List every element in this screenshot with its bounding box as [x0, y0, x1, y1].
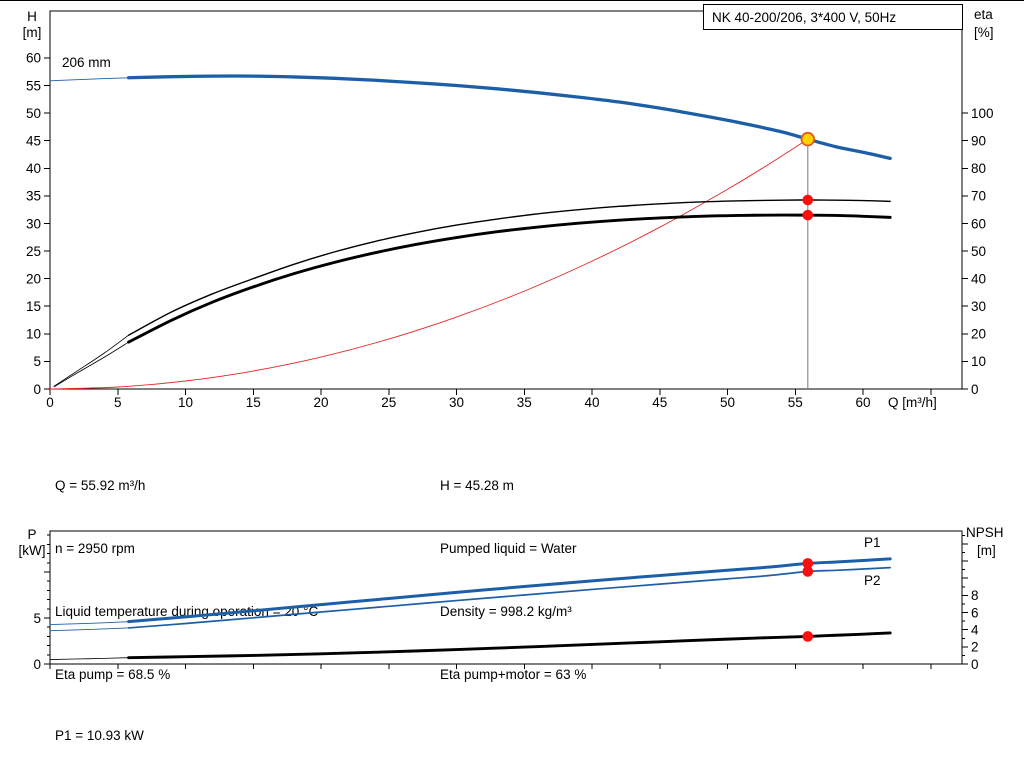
chart-title-box: NK 40-200/206, 3*400 V, 50Hz — [703, 4, 963, 30]
duty-point — [800, 131, 815, 147]
npsh-tick-label: 8 — [971, 588, 979, 603]
p1-curve-label: P1 — [864, 535, 881, 550]
head-curve-lead — [49, 77, 130, 82]
eta-axis-label: eta — [974, 7, 993, 22]
npsh-axis-unit: [m] — [977, 543, 996, 558]
x-tick-label: 40 — [585, 395, 600, 410]
info-line-h: H = 45.28 m — [440, 478, 514, 493]
info-line-n: n = 2950 rpm — [55, 541, 135, 556]
x-tick-label: 20 — [314, 395, 329, 410]
npsh-axis-label: NPSH — [966, 525, 1004, 540]
qh-eta-chart: 0 5 10 15 20 25 30 35 40 45 50 55 60 0 5 10 15 20 25 30 35 40… — [23, 7, 994, 410]
info-line-density: Density = 998.2 kg/m³ — [440, 604, 572, 619]
eta-tick-label: 10 — [971, 354, 986, 369]
eta-pump-point — [802, 194, 814, 206]
eta-tick-label: 50 — [971, 244, 986, 259]
eta-tick-label: 90 — [971, 133, 986, 148]
h-tick-label: 10 — [26, 327, 41, 342]
plot-frame — [49, 530, 963, 665]
h-axis-unit: [m] — [23, 25, 42, 40]
axis-ticks — [44, 57, 968, 395]
h-tick-label: 15 — [26, 299, 41, 314]
eta-total-curve-lead — [53, 341, 129, 388]
axis-ticks — [44, 534, 968, 669]
x-tick-label: 55 — [788, 395, 803, 410]
eta-tick-label: 20 — [971, 327, 986, 342]
x-tick-label: 50 — [720, 395, 735, 410]
info-line-q: Q = 55.92 m³/h — [55, 478, 146, 493]
eta-total-point — [802, 209, 814, 221]
eta-tick-label: 40 — [971, 271, 986, 286]
result-info: P1 = 10.93 kW P2 = 10.05 kW NPSH = 3.21 … — [55, 681, 363, 781]
power-npsh-chart: 0 5 0 2 4 6 8 P[kW] NPSH [m] P1 P2 — [19, 525, 1004, 672]
eta-tick-label: 0 — [971, 382, 979, 397]
x-tick-label: 10 — [178, 395, 193, 410]
p1-point — [802, 558, 814, 569]
h-tick-label: 5 — [33, 354, 41, 369]
eta-tick-label: 80 — [971, 161, 986, 176]
x-tick-label: 60 — [856, 395, 871, 410]
eta-tick-label: 60 — [971, 216, 986, 231]
pump-model-title: NK 40-200/206, 3*400 V, 50Hz — [712, 9, 897, 25]
npsh-curve-lead — [49, 657, 129, 660]
duty-info-right: H = 45.28 m Pumped liquid = Water Densit… — [440, 433, 586, 727]
npsh-tick-label: 6 — [971, 605, 979, 620]
system-curve — [49, 138, 809, 390]
x-tick-label: 30 — [449, 395, 464, 410]
h-tick-label: 40 — [26, 161, 41, 176]
eta-tick-label: 70 — [971, 189, 986, 204]
p-axis-label: P — [27, 527, 36, 542]
info-line-eta-pump: Eta pump = 68.5 % — [55, 667, 171, 682]
p-tick-label: 0 — [33, 657, 41, 672]
h-tick-label: 60 — [26, 51, 41, 66]
npsh-curve — [127, 631, 892, 660]
p-axis-unit: [kW] — [19, 543, 46, 558]
x-tick-label: 0 — [46, 395, 54, 410]
h-tick-label: 30 — [26, 216, 41, 231]
h-tick-label: 20 — [26, 271, 41, 286]
eta-pump-curve-lead — [53, 334, 129, 387]
h-axis-label: H — [27, 9, 37, 24]
p-tick-label: 5 — [33, 611, 41, 626]
h-tick-label: 55 — [26, 78, 41, 93]
h-tick-label: 25 — [26, 244, 41, 259]
info-line-eta-total: Eta pump+motor = 63 % — [440, 667, 587, 682]
p2-curve-lead — [49, 627, 130, 632]
h-tick-label: 50 — [26, 106, 41, 121]
p2-curve — [127, 566, 892, 629]
info-line-liquid: Pumped liquid = Water — [440, 541, 577, 556]
x-tick-label: 45 — [652, 395, 667, 410]
head-curve — [126, 74, 892, 160]
q-axis-label: Q [m³/h] — [888, 395, 937, 410]
npsh-tick-label: 2 — [971, 640, 979, 655]
p2-point — [802, 566, 814, 577]
x-tick-label: 35 — [517, 395, 532, 410]
p2-curve-label: P2 — [864, 573, 881, 588]
npsh-tick-label: 0 — [971, 657, 979, 672]
eta-axis-unit: [%] — [974, 25, 994, 40]
p1-curve — [127, 557, 892, 624]
impeller-size-label: 206 mm — [62, 55, 111, 70]
plot-frame — [49, 10, 963, 390]
eta-tick-label: 100 — [971, 106, 994, 121]
npsh-point — [802, 631, 814, 642]
x-tick-label: 25 — [381, 395, 396, 410]
p1-curve-lead — [49, 621, 130, 626]
x-tick-label: 15 — [246, 395, 261, 410]
npsh-tick-label: 4 — [971, 622, 979, 637]
h-tick-label: 0 — [33, 382, 41, 397]
h-tick-label: 45 — [26, 133, 41, 148]
info-line-p1: P1 = 10.93 kW — [55, 728, 144, 743]
x-tick-label: 5 — [114, 395, 122, 410]
eta-tick-label: 30 — [971, 299, 986, 314]
eta-pump-curve — [127, 199, 891, 336]
h-tick-label: 35 — [26, 189, 41, 204]
eta-total-curve — [127, 213, 892, 344]
